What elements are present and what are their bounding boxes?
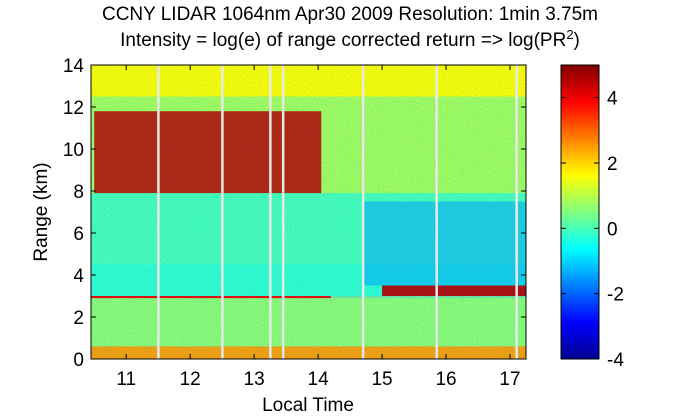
- title-line2-prefix: Intensity = log(e) of range corrected re…: [120, 30, 566, 51]
- heatmap-speckle: [91, 65, 526, 359]
- chart-title-line1: CCNY LIDAR 1064nm Apr30 2009 Resolution:…: [102, 4, 598, 25]
- data-gap-line: [221, 65, 224, 359]
- colorbar-tick-label: -4: [607, 350, 624, 371]
- plot-frame: [90, 64, 527, 360]
- colorbar-tick-label: -2: [607, 285, 624, 306]
- x-axis-label: Local Time: [262, 395, 354, 416]
- data-gap-line: [435, 65, 438, 359]
- heatmap-area: [91, 65, 526, 359]
- colorbar-tick-label: 0: [607, 219, 618, 240]
- x-tick-label: 13: [244, 369, 265, 390]
- y-tick-label: 12: [63, 98, 84, 119]
- data-gap-lines: [157, 65, 518, 359]
- data-gap-line: [269, 65, 272, 359]
- y-tick-label: 8: [73, 182, 84, 203]
- y-tick-label: 6: [73, 224, 84, 245]
- chart-title-line2: Intensity = log(e) of range corrected re…: [120, 27, 580, 51]
- x-tick-label: 12: [180, 369, 201, 390]
- data-gap-line: [361, 65, 365, 359]
- y-tick-label: 2: [73, 308, 84, 329]
- y-tick-label: 10: [63, 140, 84, 161]
- x-axis: 11 12 13 14 15 16 17: [116, 65, 521, 390]
- colorbar: [560, 64, 600, 360]
- title-line2-suffix: ): [574, 30, 580, 51]
- y-tick-label: 0: [73, 350, 84, 371]
- x-tick-label: 14: [308, 369, 330, 390]
- data-gap-line: [281, 65, 285, 359]
- x-tick-label: 16: [435, 369, 456, 390]
- x-tick-label: 17: [499, 369, 520, 390]
- y-axis-label: Range (km): [31, 162, 52, 261]
- y-tick-label: 4: [73, 266, 84, 287]
- y-tick-label: 14: [63, 56, 85, 77]
- colorbar-axis: -4 -2 0 2 4: [561, 89, 624, 371]
- colorbar-tick-label: 4: [607, 89, 618, 110]
- x-tick-label: 11: [116, 369, 136, 390]
- x-tick-label: 15: [371, 369, 392, 390]
- data-gap-line: [157, 65, 160, 359]
- colorbar-tick-label: 2: [607, 154, 618, 175]
- title-line2-superscript: 2: [566, 27, 573, 42]
- y-axis: 0 2 4 6 8 10 12 14: [63, 56, 526, 371]
- data-gap-line: [515, 65, 518, 359]
